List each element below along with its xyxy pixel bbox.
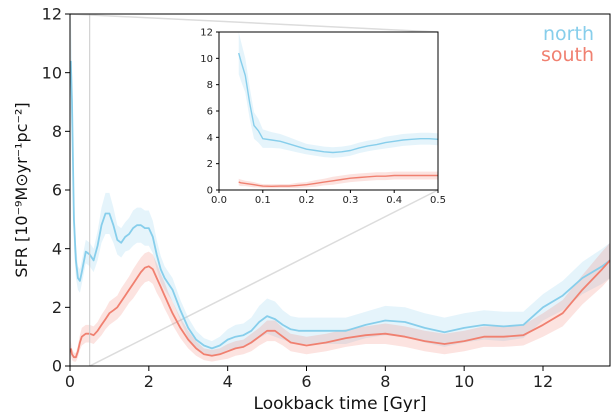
main-xtick-label: 12: [533, 372, 553, 391]
inset-xtick-label: 0.2: [299, 195, 315, 206]
main-uncertainty-bands: [70, 14, 611, 362]
inset-xtick-label: 0.4: [386, 195, 402, 206]
main-line-north: [69, 60, 611, 350]
main-ytick-label: 4: [52, 239, 62, 258]
main-xtick-label: 10: [454, 372, 474, 391]
main-ytick-label: 8: [52, 122, 62, 141]
main-xtick-label: 6: [301, 372, 311, 391]
inset-xtick-label: 0.3: [342, 195, 358, 206]
main-ytick-label: 12: [42, 5, 62, 24]
zoom-connector-lines: [69, 13, 439, 367]
zoom-line-top: [69, 13, 439, 33]
y-axis-label: SFR [10⁻⁹M⊙yr⁻¹pc⁻²]: [12, 102, 31, 277]
x-axis-label: Lookback time [Gyr]: [254, 394, 427, 412]
inset-line-south: [238, 174, 438, 188]
inset-ytick-label: 12: [200, 28, 213, 39]
zoom-line-bottom: [89, 189, 439, 367]
inset-ytick-label: 2: [207, 159, 213, 170]
main-y-axis: 0 2 4 6 8 10 12: [42, 5, 70, 376]
main-ytick-label: 0: [52, 357, 62, 376]
main-x-axis: 0 2 4 6 8 10 12: [65, 366, 553, 391]
inset-xtick-label: 0.5: [430, 195, 446, 206]
inset-ytick-label: 6: [207, 107, 213, 118]
main-ytick-label: 6: [52, 181, 62, 200]
main-ytick-label: 10: [42, 63, 62, 82]
inset-background: [219, 32, 438, 190]
main-band-south: [70, 242, 611, 362]
inset-ytick-label: 4: [207, 133, 213, 144]
main-xtick-label: 8: [380, 372, 390, 391]
inset-xtick-label: 0.0: [211, 195, 227, 206]
inset-ytick-label: 10: [200, 54, 213, 65]
inset-ytick-label: 0: [207, 186, 213, 197]
main-xtick-label: 2: [144, 372, 154, 391]
inset-series-lines: [238, 52, 439, 188]
main-series-lines: [69, 60, 611, 359]
inset-y-axis: 0 2 4 6 8 10 12: [200, 28, 219, 197]
main-ytick-label: 2: [52, 298, 62, 317]
main-line-south: [69, 259, 611, 359]
inset-line-north: [238, 52, 439, 154]
inset-ytick-label: 8: [207, 80, 213, 91]
inset-x-axis: 0.0 0.1 0.2 0.3 0.4 0.5: [211, 190, 446, 206]
inset-xtick-label: 0.1: [255, 195, 271, 206]
legend-north: north: [543, 23, 594, 45]
legend-south: south: [541, 44, 594, 66]
main-xtick-label: 0: [65, 372, 75, 391]
main-xtick-label: 4: [223, 372, 233, 391]
